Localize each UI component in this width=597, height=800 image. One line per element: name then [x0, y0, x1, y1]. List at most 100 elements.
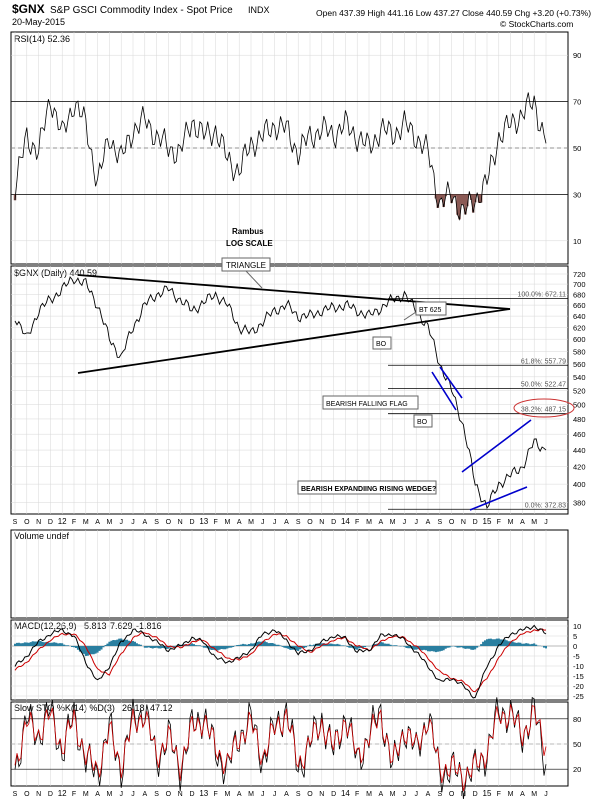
bo2-label: BO: [417, 419, 428, 426]
month-label: 12: [58, 789, 67, 798]
y-tick-label: 30: [573, 190, 581, 199]
month-label: A: [95, 791, 100, 798]
sto-title-label: Slow STO %K(14) %D(3): [14, 703, 115, 713]
sto-d-line: [14, 704, 547, 792]
month-label: S: [296, 791, 301, 798]
month-label: M: [83, 519, 89, 526]
month-label: D: [48, 519, 53, 526]
date-label: 20-May-2015: [12, 17, 65, 27]
month-label: J: [261, 519, 265, 526]
month-label: D: [473, 791, 478, 798]
wedge-lower-line: [469, 486, 528, 511]
macd-panel: [10, 619, 569, 701]
y-tick-label: 0: [573, 642, 577, 651]
y-tick-label: 90: [573, 51, 581, 60]
y-tick-label: 540: [573, 373, 586, 382]
y-tick-label: 420: [573, 463, 586, 472]
month-label: N: [461, 519, 466, 526]
month-label: O: [166, 791, 172, 798]
quote-line: Open 437.39 High 441.16 Low 437.27 Close…: [316, 8, 591, 18]
bt625-callout-box: [415, 301, 447, 316]
month-label: 13: [199, 517, 208, 526]
y-tick-label: 20: [573, 765, 581, 774]
y-tick-label: 560: [573, 360, 586, 369]
sto-title: Slow STO %K(14) %D(3) 26.18 47.12: [14, 703, 173, 713]
bt625-label: BT 625: [419, 307, 442, 314]
month-label: F: [355, 519, 359, 526]
price-line: [14, 276, 547, 510]
month-label: N: [36, 519, 41, 526]
sto-title-d: 47.12: [150, 703, 173, 713]
month-label: 14: [341, 789, 350, 798]
month-label: S: [296, 519, 301, 526]
symbol-label: $GNX: [12, 2, 45, 16]
rambus-label: Rambus: [232, 227, 264, 236]
month-label: M: [390, 791, 396, 798]
grid-lines: [11, 32, 568, 786]
y-tick-label: 620: [573, 323, 586, 332]
triangle-lower-line: [77, 308, 511, 374]
month-label: M: [224, 519, 230, 526]
y-tick-label: 600: [573, 335, 586, 344]
axis-labels: SSOONNDD1212FFMMAAMMJJJJAASSOONNDD1313FF…: [13, 51, 586, 798]
month-label: J: [273, 791, 277, 798]
wedge-upper-line: [461, 419, 532, 473]
macd-series: [11, 624, 568, 699]
month-label: A: [520, 519, 525, 526]
month-label: O: [166, 519, 172, 526]
y-tick-label: 460: [573, 430, 586, 439]
y-tick-label: 480: [573, 415, 586, 424]
month-label: D: [331, 791, 336, 798]
month-label: A: [95, 519, 100, 526]
month-label: A: [284, 519, 289, 526]
macd-histogram: [14, 638, 547, 656]
month-label: O: [307, 519, 313, 526]
month-label: N: [178, 519, 183, 526]
month-label: F: [355, 791, 359, 798]
month-label: M: [224, 791, 230, 798]
month-label: 14: [341, 517, 350, 526]
month-label: O: [449, 791, 455, 798]
rsi-series: [13, 92, 547, 221]
month-label: N: [36, 791, 41, 798]
month-label: J: [544, 519, 548, 526]
month-label: O: [24, 519, 30, 526]
month-label: S: [154, 519, 159, 526]
month-label: J: [131, 791, 135, 798]
retracement-label: 0.0%: 372.83: [525, 502, 566, 509]
y-tick-label: -15: [573, 672, 584, 681]
month-label: D: [189, 519, 194, 526]
triangle-callout-pointer: [245, 270, 263, 289]
month-label: 15: [483, 517, 492, 526]
month-label: S: [154, 791, 159, 798]
y-tick-label: -20: [573, 682, 584, 691]
month-label: A: [426, 791, 431, 798]
y-tick-label: 520: [573, 386, 586, 395]
month-label: A: [378, 519, 383, 526]
month-label: S: [13, 791, 18, 798]
wedge-label: BEARISH EXPANDIING RISING WEDGE?: [301, 486, 436, 493]
y-tick-label: 10: [573, 237, 581, 246]
month-label: J: [261, 791, 265, 798]
month-label: O: [449, 519, 455, 526]
month-label: F: [72, 519, 76, 526]
retracement-label: 38.2%: 487.15: [521, 407, 566, 414]
month-label: M: [248, 519, 254, 526]
month-label: A: [142, 791, 147, 798]
chart-header: $GNX S&P GSCI Commodity Index - Spot Pri…: [12, 2, 591, 29]
y-tick-label: 700: [573, 280, 586, 289]
month-label: M: [390, 519, 396, 526]
y-tick-label: 580: [573, 347, 586, 356]
retracement-label: 100.0%: 672.11: [517, 292, 566, 299]
month-label: J: [119, 519, 123, 526]
month-label: D: [189, 791, 194, 798]
month-label: S: [13, 519, 18, 526]
bt625-pointer: [403, 311, 417, 321]
month-label: M: [531, 519, 537, 526]
month-label: J: [414, 519, 418, 526]
month-label: M: [366, 791, 372, 798]
y-tick-label: 10: [573, 622, 581, 631]
month-label: N: [461, 791, 466, 798]
month-label: J: [403, 519, 407, 526]
